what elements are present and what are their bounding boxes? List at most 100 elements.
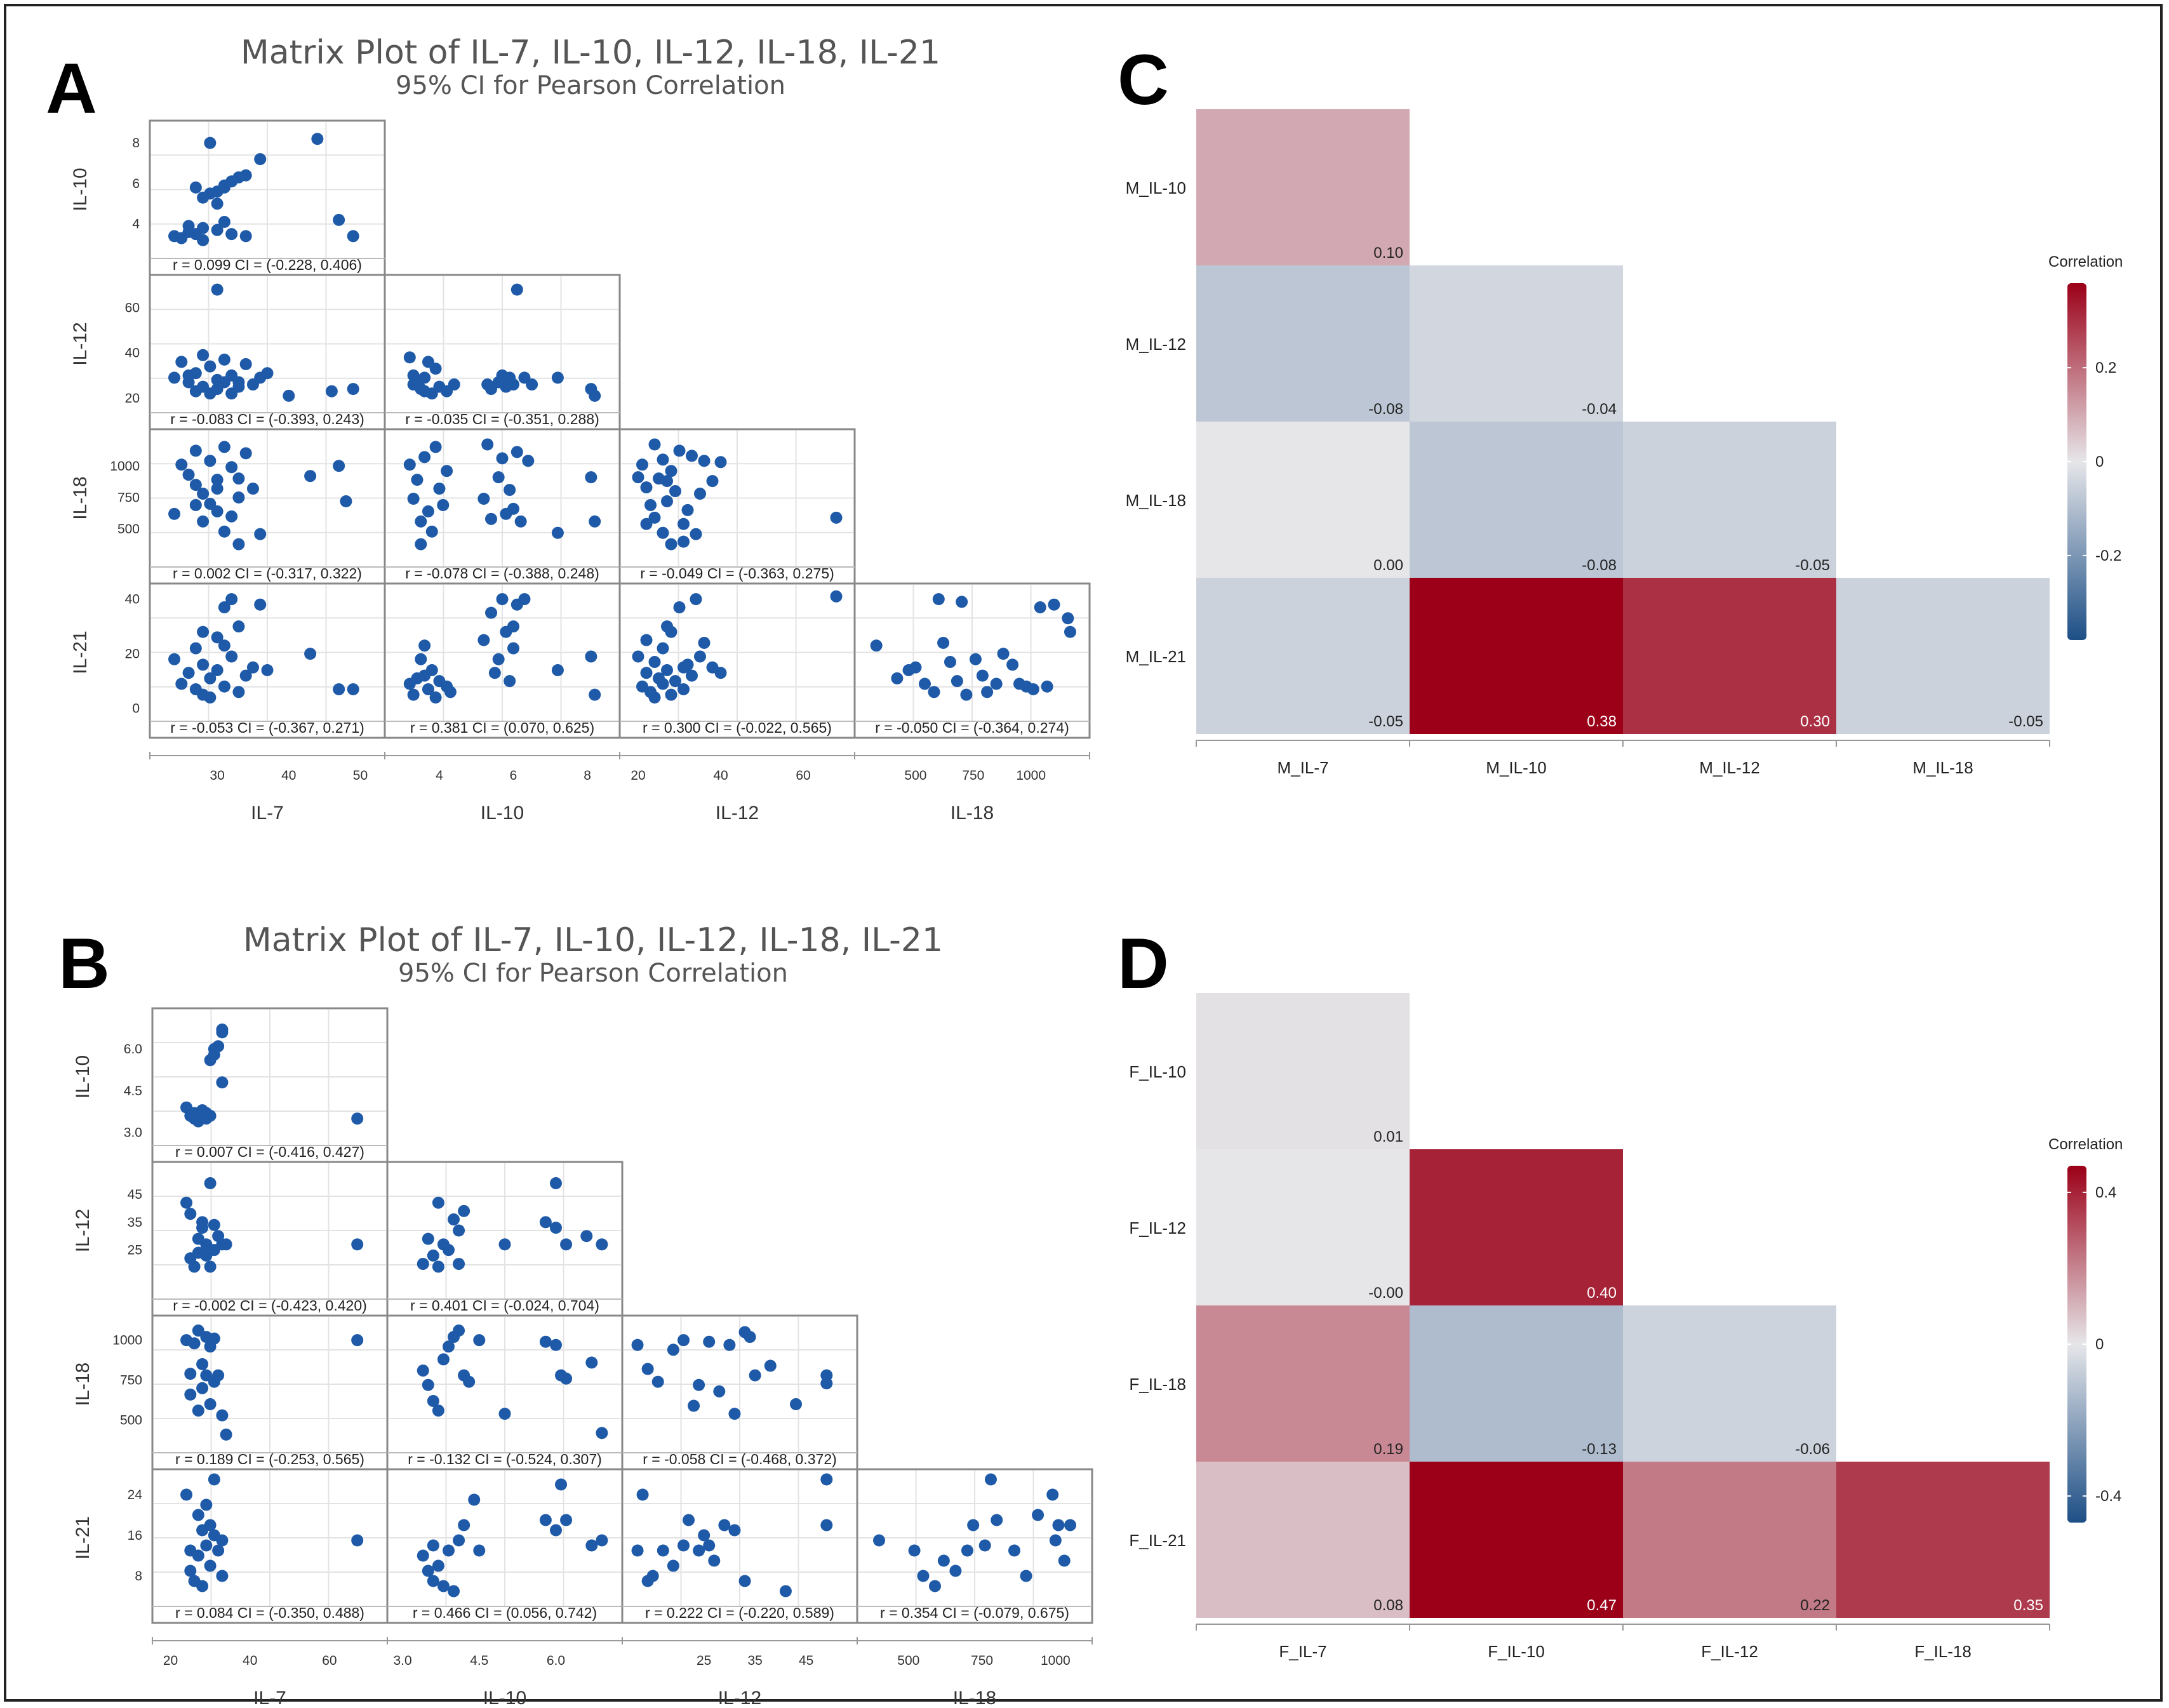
scatter-point [218, 181, 230, 194]
scatter-point [204, 1519, 217, 1531]
heatmap-cell [1196, 1462, 1410, 1618]
scatter-point [686, 669, 698, 682]
scatter-point [967, 1519, 980, 1531]
x-tick-label: 50 [353, 768, 368, 783]
correlation-ci-label: r = -0.035 CI = (-0.351, 0.288) [405, 411, 599, 427]
scatter-point [928, 686, 940, 698]
x-tick-label: 20 [163, 1653, 178, 1668]
scatter-point [211, 505, 224, 517]
x-tick-label: 30 [210, 768, 224, 783]
scatter-point [333, 460, 345, 472]
scatter-point [551, 526, 564, 539]
heatmap-cell [1196, 578, 1410, 734]
heatmap-cell [1196, 265, 1410, 422]
heatmap-cell [1410, 422, 1623, 578]
scatter-point [437, 498, 450, 511]
scatter-point [820, 1473, 833, 1486]
heatmap-value-label: 0.47 [1587, 1597, 1617, 1614]
scatter-point [189, 444, 202, 457]
scatter-point [218, 601, 230, 614]
scatter-point [677, 683, 690, 696]
heatmap-cell [1196, 993, 1410, 1149]
heatmap-value-label: 0.35 [2013, 1597, 2043, 1614]
scatter-point [714, 667, 727, 679]
scatter-point [441, 465, 453, 477]
scatter-point [182, 220, 195, 232]
y-tick-label: 750 [120, 1373, 142, 1388]
x-tick-label: 60 [322, 1653, 337, 1668]
scatter-point [351, 1238, 364, 1251]
scatter-point [1062, 612, 1074, 625]
scatter-point [425, 525, 438, 538]
scatter-point [437, 1353, 450, 1366]
heatmap-D: 0.01-0.00 0.400.19 -0.13 -0.060.08 0.47 0.22 0… [1129, 993, 2123, 1661]
heatmap-col-label: F_IL-7 [1279, 1642, 1326, 1661]
scatter-point [189, 479, 202, 491]
scatter-point [182, 469, 195, 481]
scatter-point [498, 1408, 511, 1420]
heatmap-cell [1410, 1462, 1623, 1618]
x-tick-label: 4 [436, 768, 443, 783]
scatter-point [442, 1244, 455, 1257]
scatter-point [580, 1230, 593, 1243]
x-tick-label: 750 [971, 1653, 993, 1668]
scatter-point [657, 677, 669, 690]
scatter-point [703, 1539, 716, 1552]
scatter-point [333, 683, 345, 696]
scatter-point [636, 1488, 649, 1501]
scatter-point [673, 601, 686, 614]
scatter-point [254, 153, 267, 166]
scatter-point [204, 1398, 217, 1411]
scatter-point [225, 510, 238, 523]
scatter-point [555, 1478, 568, 1491]
scatter-point [585, 471, 597, 484]
scatter-point [820, 1519, 833, 1531]
scatter-point [661, 475, 673, 488]
scatter-point [208, 1332, 220, 1345]
col-variable-label: IL-18 [953, 1688, 996, 1708]
scatter-point [473, 1544, 486, 1557]
scatter-point [168, 653, 181, 665]
scatter-point [432, 1559, 444, 1572]
scatter-point [673, 444, 686, 457]
scatter-point [596, 1534, 608, 1547]
scatter-point [422, 1232, 434, 1245]
scatter-point [661, 664, 673, 676]
scatter-point [192, 1404, 204, 1417]
scatter-point [984, 1473, 997, 1486]
scatter-point [473, 1334, 486, 1347]
scatter-point [208, 1473, 220, 1486]
scatter-point [208, 1218, 220, 1231]
y-tick-label: 8 [135, 1569, 142, 1584]
y-tick-label: 6.0 [124, 1042, 142, 1057]
scatter-point [220, 1428, 232, 1441]
scatter-point [744, 1331, 756, 1344]
legend-tick-label: 0.2 [2095, 359, 2116, 377]
heatmap-value-label: 0.01 [1373, 1128, 1403, 1145]
scatter-point [189, 181, 202, 194]
scatter-point [693, 1544, 705, 1557]
scatter-point [188, 1337, 201, 1350]
scatter-point [1064, 1519, 1076, 1531]
y-tick-label: 0 [132, 702, 140, 716]
scatter-point [669, 675, 681, 688]
y-tick-label: 1000 [112, 1333, 142, 1348]
heatmap-value-label: -0.05 [1795, 557, 1830, 574]
scatter-point [453, 1534, 465, 1547]
scatter-point [403, 458, 416, 471]
correlation-ci-label: r = -0.078 CI = (-0.388, 0.248) [405, 565, 599, 582]
heatmap-value-label: 0.10 [1373, 244, 1403, 262]
scatter-point [693, 1378, 705, 1391]
scatter-point [646, 1570, 659, 1582]
x-tick-label: 8 [584, 768, 591, 783]
scatter-point [448, 1213, 460, 1225]
scatter-point [216, 1570, 229, 1582]
scatter-point [211, 483, 224, 495]
scatter-point [417, 1549, 429, 1562]
correlation-ci-label: r = -0.058 CI = (-0.468, 0.372) [643, 1451, 837, 1467]
scatter-point [1006, 658, 1019, 671]
scatter-point [211, 197, 224, 210]
y-tick-label: 20 [125, 647, 140, 662]
scatter-point [218, 525, 230, 538]
scatter-point [518, 593, 531, 606]
